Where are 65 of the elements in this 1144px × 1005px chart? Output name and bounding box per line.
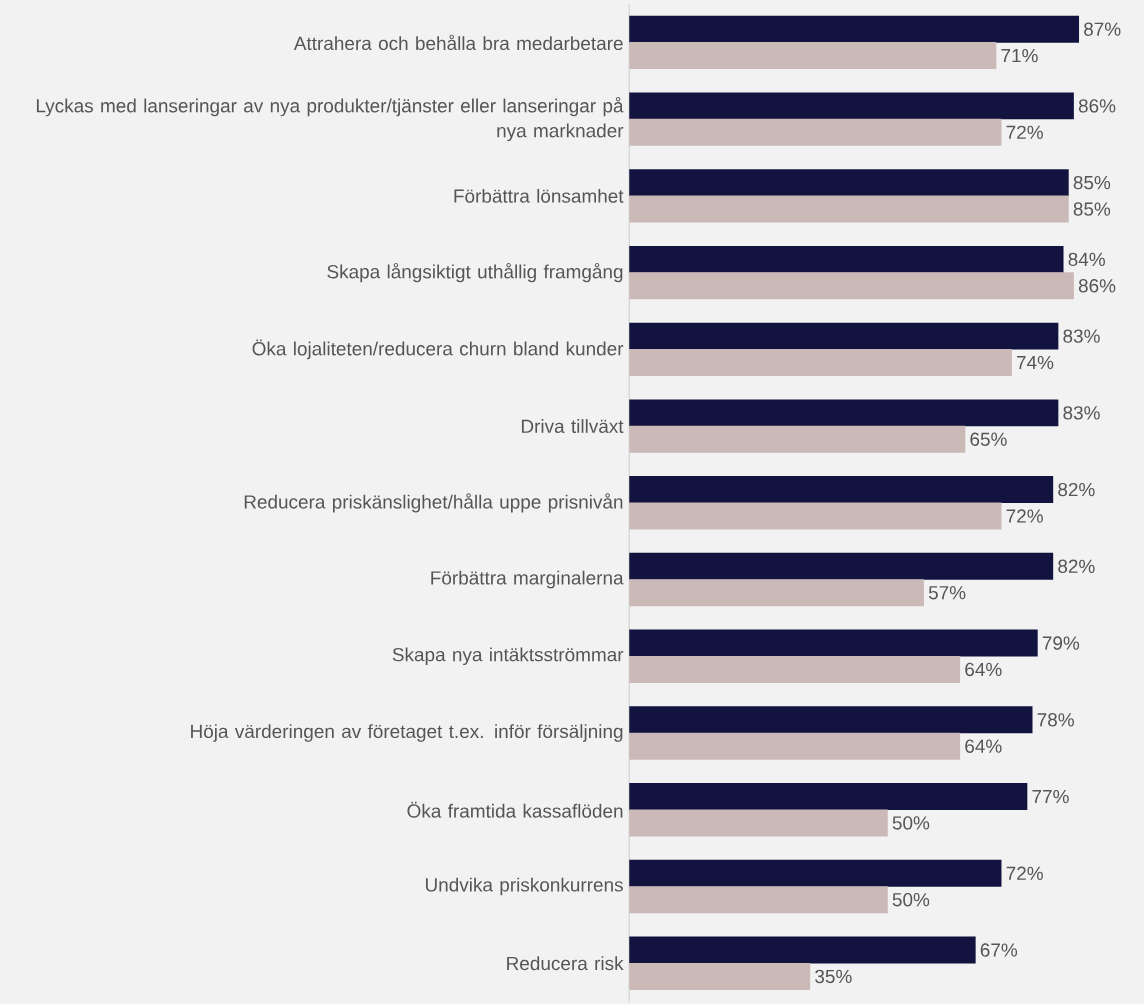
data-label: 87% <box>1084 22 1121 37</box>
data-label: 79% <box>1042 636 1080 650</box>
bar <box>629 119 1002 146</box>
bar <box>629 783 1028 811</box>
bar <box>629 656 961 684</box>
bar <box>629 706 1033 734</box>
data-label: 57% <box>928 586 966 600</box>
y-tick-label: Driva tillväxt <box>521 419 624 434</box>
y-tick-label: Skapa nya intäktsströmmar <box>392 647 624 666</box>
bar <box>629 629 1038 657</box>
data-label: 85% <box>1073 202 1111 216</box>
y-tick-label: Attrahera och behålla bra medarbetare <box>293 34 623 51</box>
bar <box>629 886 888 914</box>
y-tick-label: Reducera priskänslighet/hålla uppe prisnivån <box>244 493 623 513</box>
y-tick-label: Skapa långsiktigt uthållig framgång <box>327 263 623 283</box>
data-label: 84% <box>1068 252 1105 267</box>
data-label: 86% <box>1078 99 1116 113</box>
data-label: 83% <box>1063 406 1100 420</box>
data-label: 85% <box>1073 176 1111 190</box>
data-label: 67% <box>980 943 1018 957</box>
y-tick-label: Höja värderingen av företaget t.ex. inför försäljning <box>191 724 623 743</box>
bar <box>629 476 1054 504</box>
bar <box>629 809 888 837</box>
data-label: 82% <box>1058 559 1095 574</box>
data-label: 50% <box>892 893 930 907</box>
bar <box>629 502 1002 530</box>
data-label: 50% <box>892 816 930 830</box>
bar <box>629 92 1074 120</box>
data-label: 72% <box>1006 125 1043 140</box>
data-label: 77% <box>1032 790 1069 804</box>
bar <box>629 553 1054 581</box>
data-label: 72% <box>1006 509 1043 523</box>
bar <box>629 15 1080 43</box>
data-label: 83% <box>1063 329 1100 344</box>
bar <box>629 579 924 607</box>
y-tick-label: Undvika priskonkurrens <box>425 877 623 896</box>
data-label: 72% <box>1006 866 1043 881</box>
bar <box>629 426 966 453</box>
bar <box>629 272 1074 300</box>
bar <box>629 936 976 964</box>
y-tick-label: Förbättra lönsamhet <box>454 189 624 204</box>
data-label: 74% <box>1016 356 1054 370</box>
data-label: 82% <box>1058 483 1095 497</box>
data-label: 65% <box>970 432 1007 447</box>
bar <box>629 963 811 991</box>
bar <box>629 399 1059 427</box>
bar <box>629 860 1002 887</box>
y-tick-label: Öka framtida kassaflöden <box>407 801 623 818</box>
data-label: 35% <box>815 969 852 984</box>
data-label: 64% <box>965 739 1002 754</box>
bar <box>629 42 997 70</box>
bar <box>629 246 1064 274</box>
bar <box>629 169 1069 197</box>
data-label: 71% <box>1001 49 1038 63</box>
bar <box>629 732 961 760</box>
y-tick-label: Lyckas med lanseringar av nya produkter/tjänster eller lanseringar på nya marknader <box>36 97 624 142</box>
y-tick-label: Öka lojaliteten/reducera churn bland kunder <box>252 339 624 360</box>
bar <box>629 195 1069 223</box>
y-tick-label: Reducera risk <box>507 956 624 971</box>
bar <box>629 322 1059 350</box>
y-tick-label: Förbättra marginalerna <box>431 570 624 589</box>
bar <box>629 349 1012 377</box>
data-label: 64% <box>965 662 1002 677</box>
data-label: 78% <box>1037 713 1074 727</box>
data-label: 86% <box>1078 279 1116 293</box>
